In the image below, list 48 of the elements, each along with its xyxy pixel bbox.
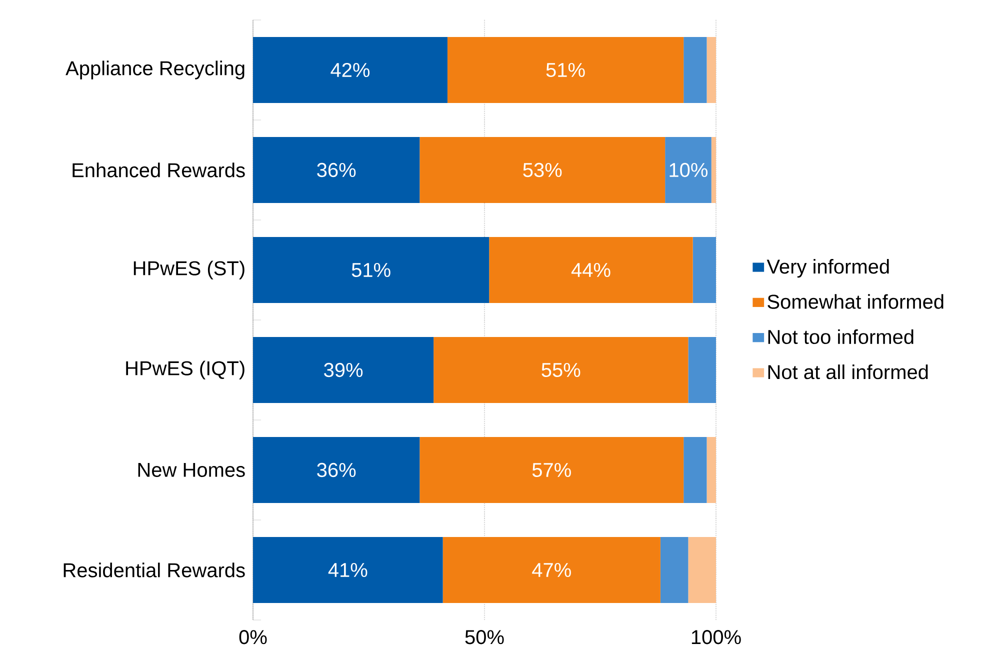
- y-tick-label: Residential Rewards: [64, 562, 245, 578]
- legend-label: Somewhat informed: [768, 294, 944, 309]
- y-tick-label: HPwES (IQT): [126, 360, 244, 380]
- legend-label: Not too informed: [768, 329, 914, 344]
- data-label: 51%: [546, 62, 585, 78]
- bar: [684, 37, 707, 104]
- bar: [420, 137, 666, 204]
- bar: [684, 437, 707, 504]
- bar: [706, 437, 716, 504]
- bar: [253, 37, 448, 104]
- data-label: 41%: [328, 563, 368, 578]
- y-tick-label: Enhanced Rewards: [72, 162, 245, 178]
- data-label: 47%: [532, 563, 571, 578]
- y-tick-label: HPwES (ST): [134, 260, 244, 280]
- data-label: 57%: [532, 462, 571, 478]
- data-label: 53%: [523, 162, 562, 178]
- data-label: 42%: [330, 62, 370, 78]
- bar: [253, 337, 434, 404]
- bar: [253, 137, 420, 204]
- bar: [420, 437, 684, 504]
- x-tick-label: 0%: [239, 630, 267, 644]
- legend-label: Very informed: [766, 259, 889, 278]
- y-tick-label: New Homes: [138, 463, 245, 477]
- legend-label: Not at all informed: [768, 364, 928, 380]
- x-tick-label: 100%: [692, 630, 741, 644]
- x-tick-label: 50%: [465, 630, 504, 644]
- data-label: 44%: [571, 263, 610, 277]
- data-label: 55%: [542, 362, 580, 378]
- bar: [434, 337, 688, 404]
- data-label: 51%: [352, 262, 390, 278]
- data-label: 36%: [317, 462, 356, 478]
- bar: [688, 337, 716, 404]
- bar: [711, 137, 716, 204]
- bar: [253, 437, 420, 504]
- y-tick-label: Appliance Recycling: [66, 60, 244, 80]
- bar: [688, 537, 716, 604]
- bar: [489, 237, 693, 304]
- bar: [447, 37, 684, 104]
- bar: [442, 537, 660, 604]
- data-label: 36%: [317, 162, 356, 178]
- bar: [660, 537, 688, 604]
- bar: [706, 37, 716, 104]
- bar: [692, 237, 716, 304]
- bar: [253, 537, 443, 604]
- data-label: 39%: [324, 362, 363, 378]
- bar: [665, 137, 712, 204]
- bar: [253, 237, 490, 304]
- data-label: 10%: [670, 162, 708, 178]
